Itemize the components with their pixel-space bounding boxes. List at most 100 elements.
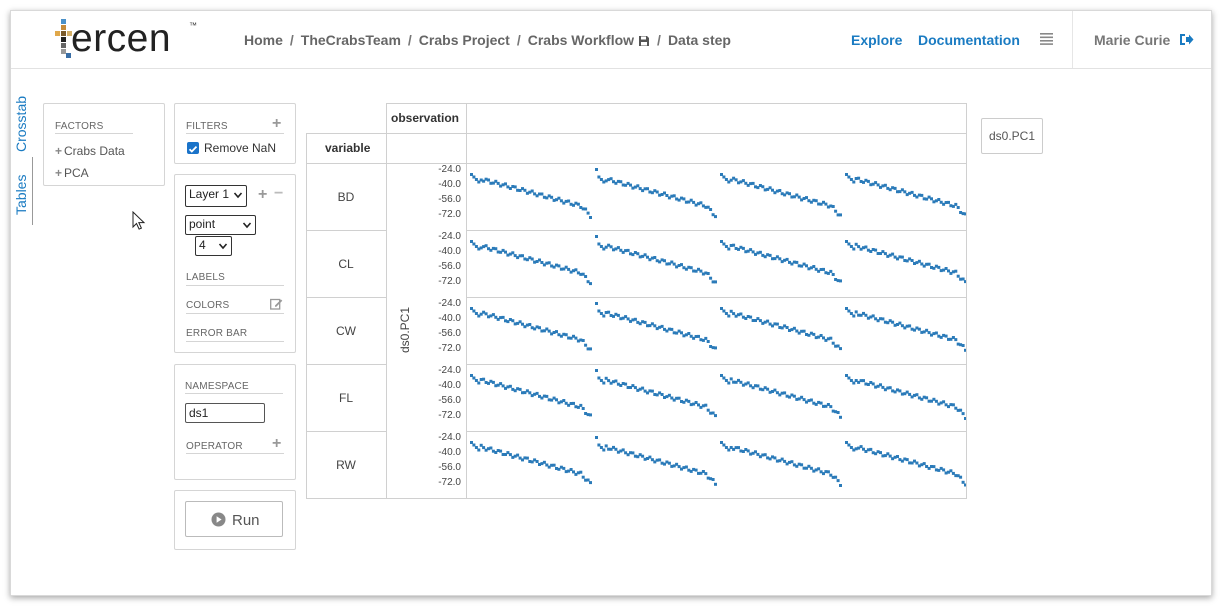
add-filter-icon[interactable]: + <box>272 115 282 132</box>
plot-point <box>714 346 717 350</box>
plot-point <box>569 468 573 471</box>
plot-point <box>746 249 750 253</box>
save-icon[interactable] <box>638 35 650 47</box>
plot-point <box>879 451 882 455</box>
plot-point <box>609 447 613 451</box>
remove-nan-checkbox[interactable] <box>187 142 199 154</box>
plot-point <box>829 473 833 477</box>
plot-point <box>516 321 520 325</box>
plot-point <box>915 461 919 465</box>
chart-type-select[interactable]: point <box>185 215 256 235</box>
plot-point <box>900 188 904 192</box>
plot-point <box>701 470 705 473</box>
plot-point <box>831 475 835 479</box>
plot-point <box>874 452 878 456</box>
tercen-logo[interactable]: ercen ™ <box>51 17 201 61</box>
documentation-link[interactable]: Documentation <box>918 32 1020 48</box>
breadcrumb-separator: / <box>407 32 412 48</box>
plot-point <box>687 265 691 269</box>
plot-point <box>785 462 789 466</box>
plot-point <box>482 446 486 450</box>
plot-point <box>684 465 688 469</box>
plot-point <box>910 395 914 399</box>
plot-point <box>595 369 598 372</box>
point-size-select[interactable]: 4 <box>195 236 232 256</box>
add-operator-icon[interactable]: + <box>272 435 282 452</box>
breadcrumb-workflow[interactable]: Crabs Workflow <box>527 32 635 48</box>
breadcrumb-team[interactable]: TheCrabsTeam <box>300 32 401 48</box>
run-button[interactable]: Run <box>185 501 283 537</box>
breadcrumb-project[interactable]: Crabs Project <box>418 32 510 48</box>
plot-point <box>680 467 683 471</box>
edit-icon[interactable] <box>270 297 283 310</box>
plot-point <box>607 379 611 383</box>
plot-point <box>624 451 628 455</box>
logout-icon[interactable] <box>1179 33 1194 46</box>
row-header-variable[interactable]: variable <box>325 141 371 155</box>
plot-point <box>922 462 926 466</box>
plot-point <box>655 327 659 331</box>
plot-point <box>886 321 890 325</box>
explore-link[interactable]: Explore <box>851 32 903 48</box>
plot-point <box>619 384 623 387</box>
plot-point <box>954 338 958 342</box>
plot-point <box>597 443 601 447</box>
plot-point <box>711 411 715 415</box>
plot-point <box>574 472 578 476</box>
plot-point <box>766 253 770 257</box>
plot-point <box>854 379 858 382</box>
factor-item-pca[interactable]: + PCA <box>55 166 89 180</box>
projection-ds0-pc1[interactable]: ds0.PC1 <box>981 118 1043 154</box>
plot-point <box>530 189 534 193</box>
user-name[interactable]: Marie Curie <box>1094 32 1171 48</box>
plot-point <box>937 468 941 472</box>
factor-item-crabs-data[interactable]: + Crabs Data <box>55 144 125 158</box>
tab-tables[interactable]: Tables <box>13 174 29 215</box>
plot-point <box>584 343 588 347</box>
plot-point <box>800 329 804 333</box>
tab-crosstab[interactable]: Crosstab <box>13 95 29 152</box>
plot-point <box>714 280 717 284</box>
plot-point <box>807 464 811 468</box>
add-layer-icon[interactable]: + <box>258 186 268 203</box>
plot-point <box>508 187 512 190</box>
plot-point <box>888 386 892 390</box>
plot-point <box>482 310 486 314</box>
plot-point <box>697 403 700 407</box>
remove-layer-icon[interactable]: − <box>274 185 284 202</box>
plot-point <box>917 193 921 197</box>
plot-point <box>944 201 948 204</box>
plot-point <box>900 392 904 396</box>
plot-point <box>523 325 527 329</box>
layer-select[interactable]: Layer 1 <box>185 185 247 207</box>
breadcrumb-data-step[interactable]: Data step <box>667 32 731 48</box>
scatter-plot[interactable] <box>467 164 966 498</box>
plot-point <box>513 389 517 393</box>
plot-point <box>609 177 613 181</box>
plot-point <box>898 255 902 259</box>
plot-point <box>922 264 926 268</box>
plot-point <box>831 205 835 208</box>
plot-point <box>677 264 681 267</box>
plot-point <box>518 387 522 391</box>
plot-point <box>937 265 941 269</box>
plot-point <box>665 460 669 464</box>
plot-point <box>660 324 664 328</box>
colors-title[interactable]: COLORS <box>186 300 230 311</box>
header-divider <box>1072 11 1073 68</box>
plot-point <box>879 317 882 321</box>
labels-title[interactable]: LABELS <box>186 272 226 283</box>
plot-point <box>812 469 816 473</box>
plot-point <box>629 451 632 455</box>
column-header-observation[interactable]: observation <box>391 111 460 125</box>
plot-point <box>751 250 755 254</box>
breadcrumb-home[interactable]: Home <box>244 32 283 48</box>
menu-icon[interactable] <box>1040 32 1053 45</box>
error-bar-title[interactable]: ERROR BAR <box>186 328 248 339</box>
plot-point <box>845 307 848 310</box>
plot-point <box>766 456 770 460</box>
plot-point <box>949 337 953 341</box>
plot-point <box>741 246 745 250</box>
namespace-input[interactable] <box>185 403 265 423</box>
plot-point <box>879 185 882 189</box>
